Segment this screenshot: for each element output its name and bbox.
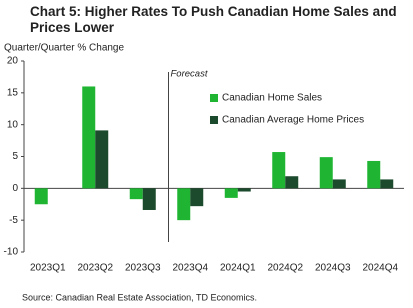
bar — [142, 188, 156, 210]
y-tick-label: 10 — [7, 119, 19, 130]
x-tick-label: 2023Q3 — [125, 263, 161, 274]
y-tick-label: -10 — [4, 247, 19, 258]
x-tick-label: 2024Q3 — [315, 263, 351, 274]
bar — [237, 188, 251, 192]
y-tick-label: 15 — [7, 87, 19, 98]
bar — [319, 157, 333, 189]
bar — [129, 188, 143, 200]
x-tick-label: 2024Q1 — [220, 263, 256, 274]
y-tick-label: -5 — [9, 215, 18, 226]
source-note: Source: Canadian Real Estate Association… — [22, 292, 257, 302]
bar — [34, 188, 48, 205]
bar — [95, 130, 109, 189]
chart-title: Chart 5: Higher Rates To Push Canadian H… — [30, 4, 397, 35]
x-tick-label: 2024Q2 — [267, 263, 303, 274]
legend-swatch — [210, 116, 218, 124]
bar — [332, 179, 346, 189]
y-tick-label: 20 — [7, 56, 19, 67]
legend-swatch — [210, 94, 218, 102]
x-tick-label: 2023Q2 — [77, 263, 113, 274]
legend-label: Canadian Home Sales — [222, 93, 322, 104]
bar — [272, 152, 286, 189]
bar — [177, 188, 191, 221]
x-tick-label: 2023Q4 — [172, 263, 208, 274]
bar — [224, 188, 238, 198]
bar — [367, 160, 381, 189]
x-tick-label: 2024Q4 — [362, 263, 398, 274]
bar — [380, 179, 394, 189]
bar — [190, 188, 204, 207]
bar — [82, 86, 96, 189]
y-tick-label: 5 — [12, 151, 18, 162]
y-axis-label: Quarter/Quarter % Change — [4, 43, 124, 54]
bar — [285, 176, 299, 189]
y-tick-label: 0 — [12, 183, 18, 194]
legend-label: Canadian Average Home Prices — [222, 115, 364, 126]
x-tick-label: 2023Q1 — [30, 263, 66, 274]
annotation: Forecast — [171, 69, 208, 80]
